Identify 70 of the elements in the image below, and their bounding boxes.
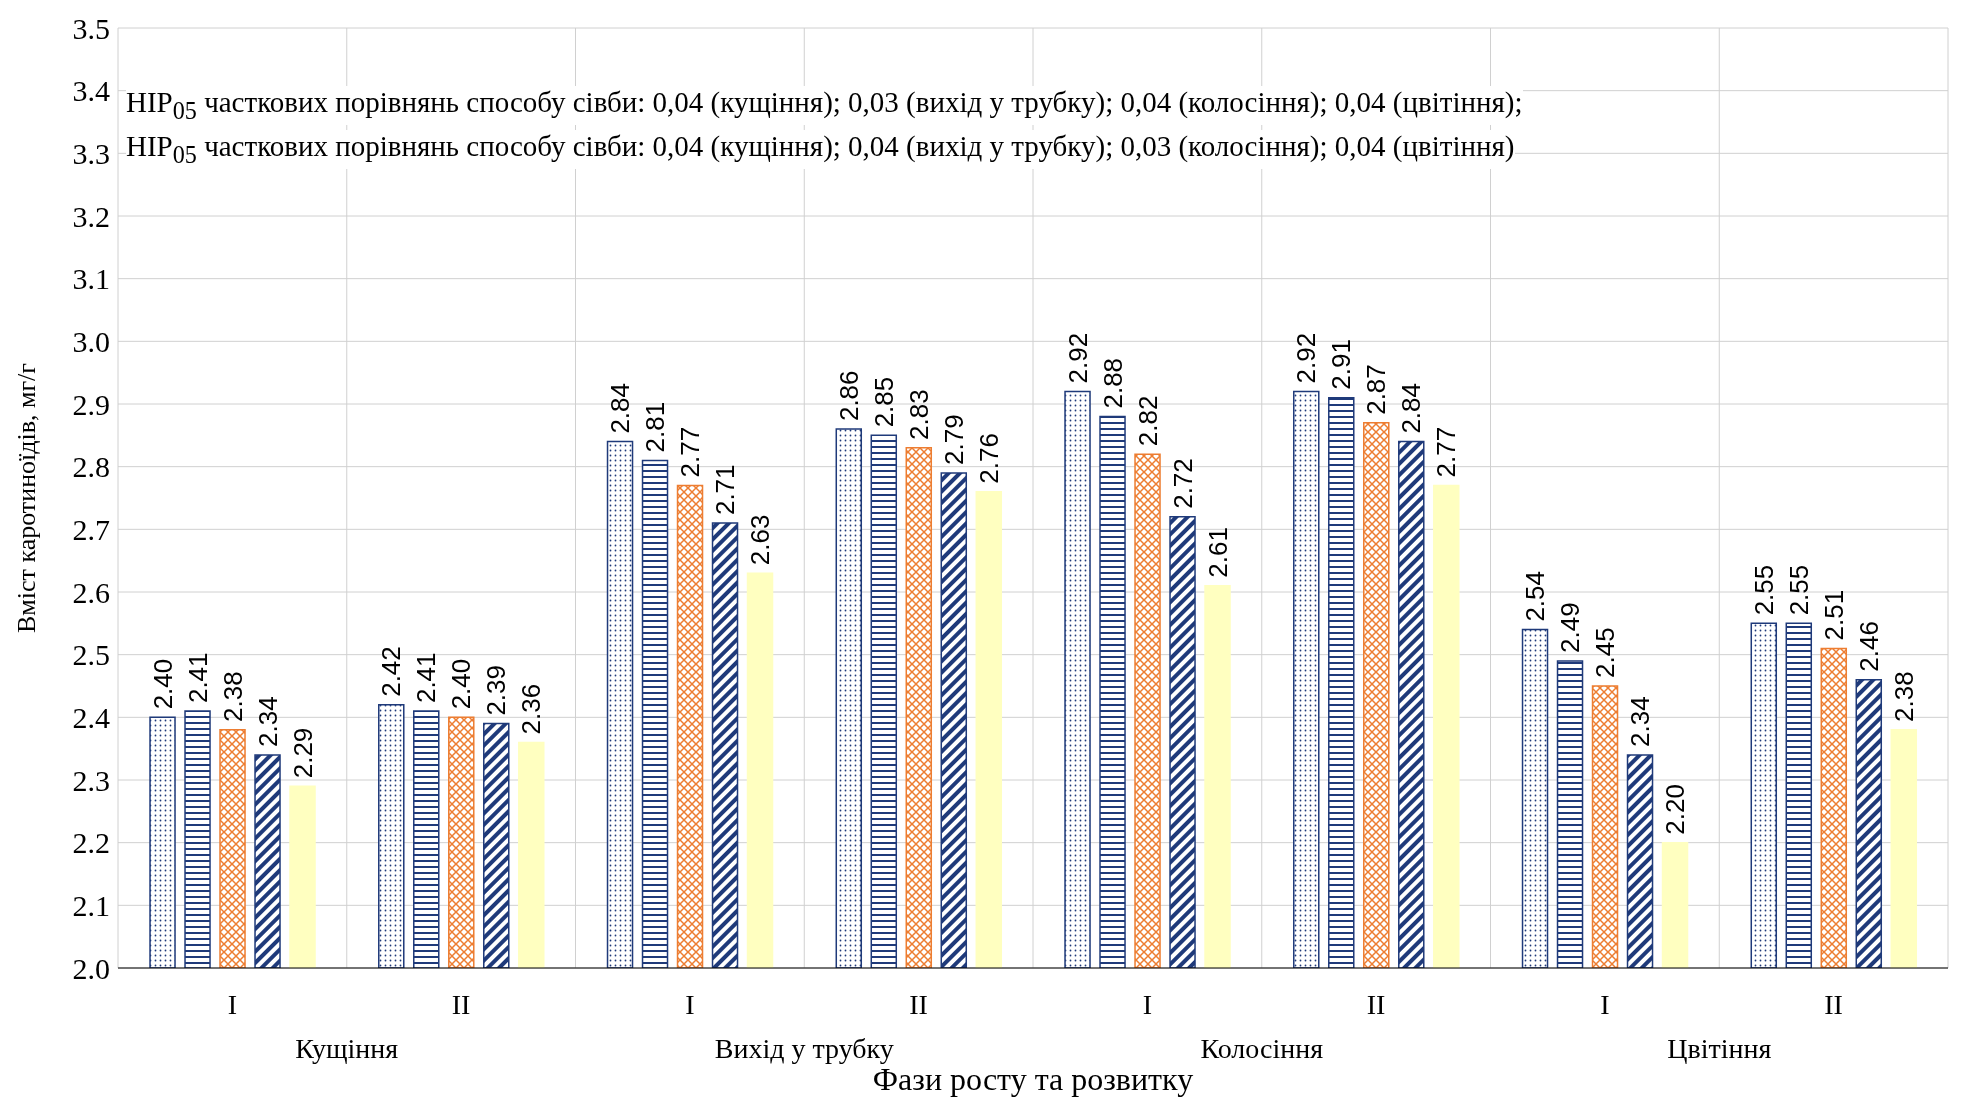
data-label: 2.55	[1748, 564, 1779, 616]
data-label: 2.79	[938, 414, 969, 465]
x-tick-label: II	[1366, 989, 1386, 1020]
data-label: 2.54	[1520, 570, 1551, 622]
y-axis-title: Вміст каротиноїдів, мг/г	[12, 362, 42, 634]
y-tick-label: 2.2	[72, 826, 110, 860]
annotation: НІР$_{05}$ часткових порівнянь способу сівби: 0,04 (кущіння); 0,03 (вихід у трубку); 0,04 (колосіння); 0,04 (цвітіння);	[126, 86, 1523, 125]
y-tick-label: 2.4	[72, 700, 110, 734]
y-tick-label: 2.3	[72, 763, 110, 797]
data-label: 2.29	[287, 727, 318, 779]
x-tick-label: I	[1142, 989, 1153, 1020]
data-label: 2.92	[1062, 332, 1093, 384]
y-tick-label: 2.8	[72, 450, 110, 484]
data-label: 2.49	[1555, 602, 1586, 653]
y-tick-label: 2.9	[72, 387, 110, 421]
y-tick-label: 2.6	[72, 575, 110, 609]
data-label: 2.81	[640, 401, 671, 453]
data-label: 2.84	[605, 382, 636, 434]
data-label: 2.88	[1097, 357, 1128, 409]
data-label: 2.84	[1396, 382, 1427, 434]
y-tick-label: 3.4	[72, 74, 110, 108]
data-label: 2.83	[903, 389, 934, 440]
y-tick-label: 2.0	[72, 951, 110, 985]
data-label: 2.77	[675, 426, 706, 478]
data-label: 2.76	[973, 433, 1004, 484]
data-label: 2.91	[1326, 339, 1357, 390]
data-label: 2.86	[833, 370, 864, 422]
text: Цвітіння	[1667, 1033, 1772, 1064]
text: Кущіння	[295, 1033, 399, 1064]
data-label: 2.39	[481, 664, 512, 716]
x-tick-label: I	[1600, 989, 1610, 1020]
y-tick-label: 2.1	[72, 888, 110, 922]
data-label: 2.51	[1818, 589, 1849, 641]
data-label: 2.42	[376, 646, 407, 697]
x-tick-label: II	[1824, 989, 1843, 1020]
data-label: 2.40	[147, 658, 178, 710]
text: Колосіння	[1200, 1033, 1324, 1064]
annotation: НІР$_{05}$ часткових порівнянь способу сівби: 0,04 (кущіння); 0,04 (вихід у трубку); 0,03 (колосіння); 0,04 (цвітіння)	[126, 130, 1515, 169]
x-tick-label: II	[451, 989, 471, 1020]
data-label: 2.92	[1291, 332, 1322, 384]
data-label: 2.41	[182, 652, 213, 704]
data-label: 2.82	[1132, 395, 1163, 447]
data-label: 2.46	[1853, 621, 1884, 672]
y-tick-label: 2.5	[72, 638, 110, 672]
data-label: 2.36	[516, 683, 547, 735]
data-label: 2.45	[1590, 627, 1621, 678]
y-tick-label: 2.7	[72, 512, 110, 546]
data-label: 2.40	[446, 658, 477, 710]
data-label: 2.41	[411, 652, 442, 704]
x-tick-label: I	[685, 989, 695, 1020]
x-tick-label: I	[227, 989, 238, 1020]
data-label: 2.71	[710, 464, 741, 516]
data-label: 2.85	[868, 376, 899, 428]
data-label: 2.20	[1660, 784, 1691, 835]
x-tick-label: II	[909, 989, 928, 1020]
data-label: 2.72	[1167, 458, 1198, 509]
data-label: 2.63	[745, 514, 776, 566]
data-label: 2.77	[1431, 426, 1462, 478]
y-tick-label: 3.3	[72, 136, 110, 170]
y-tick-label: 3.1	[72, 262, 110, 296]
data-label: 2.34	[252, 696, 283, 747]
y-tick-label: 3.5	[72, 11, 110, 45]
y-tick-label: 3.2	[72, 199, 110, 233]
y-tick-label: 3.0	[72, 324, 110, 358]
data-label: 2.87	[1361, 364, 1392, 415]
data-label: 2.61	[1202, 527, 1233, 578]
data-label: 2.34	[1625, 696, 1656, 747]
data-label: 2.38	[1888, 671, 1919, 722]
data-label: 2.38	[217, 671, 248, 722]
data-label: 2.55	[1783, 564, 1814, 616]
